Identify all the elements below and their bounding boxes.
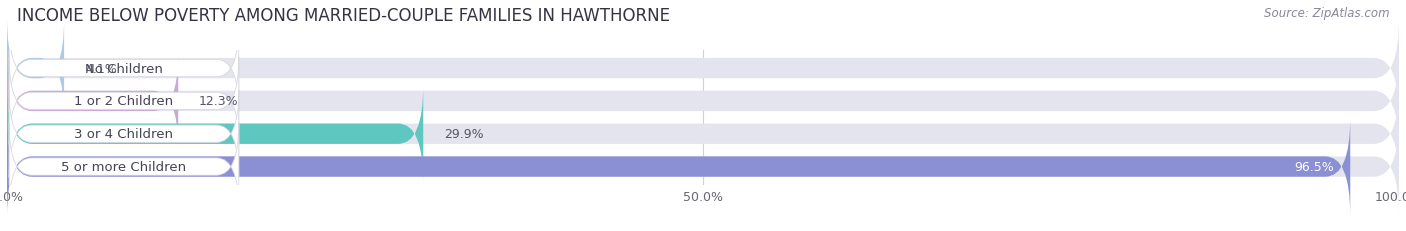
FancyBboxPatch shape bbox=[8, 58, 239, 145]
FancyBboxPatch shape bbox=[8, 123, 239, 210]
FancyBboxPatch shape bbox=[7, 85, 423, 183]
Text: 5 or more Children: 5 or more Children bbox=[62, 160, 187, 173]
Text: 96.5%: 96.5% bbox=[1294, 160, 1333, 173]
FancyBboxPatch shape bbox=[7, 118, 1399, 216]
FancyBboxPatch shape bbox=[7, 85, 1399, 183]
Text: Source: ZipAtlas.com: Source: ZipAtlas.com bbox=[1264, 7, 1389, 20]
Text: 3 or 4 Children: 3 or 4 Children bbox=[75, 128, 173, 141]
Text: No Children: No Children bbox=[84, 62, 163, 75]
FancyBboxPatch shape bbox=[8, 25, 239, 112]
Text: 1 or 2 Children: 1 or 2 Children bbox=[75, 95, 173, 108]
Text: 4.1%: 4.1% bbox=[84, 62, 117, 75]
FancyBboxPatch shape bbox=[8, 91, 239, 178]
FancyBboxPatch shape bbox=[7, 53, 179, 150]
FancyBboxPatch shape bbox=[7, 20, 65, 118]
FancyBboxPatch shape bbox=[7, 20, 1399, 118]
Text: 29.9%: 29.9% bbox=[444, 128, 484, 141]
FancyBboxPatch shape bbox=[7, 118, 1350, 216]
Text: 12.3%: 12.3% bbox=[200, 95, 239, 108]
FancyBboxPatch shape bbox=[7, 53, 1399, 150]
Text: INCOME BELOW POVERTY AMONG MARRIED-COUPLE FAMILIES IN HAWTHORNE: INCOME BELOW POVERTY AMONG MARRIED-COUPL… bbox=[17, 7, 669, 25]
